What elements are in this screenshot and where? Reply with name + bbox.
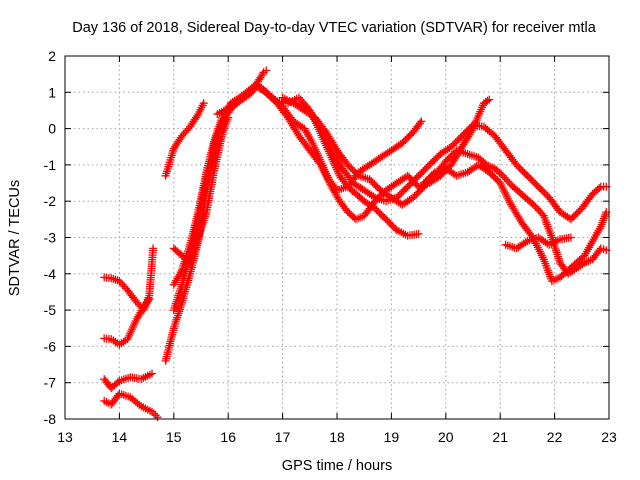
chart-title: Day 136 of 2018, Sidereal Day-to-day VTE… xyxy=(72,20,596,36)
plus-markers xyxy=(100,389,162,422)
series-track-12 xyxy=(278,93,611,278)
series-track-8 xyxy=(169,66,271,315)
plus-markers xyxy=(420,160,611,286)
y-tick-label: -7 xyxy=(44,375,57,391)
x-tick-label: 21 xyxy=(492,429,508,445)
series-track-14 xyxy=(420,160,611,286)
y-tick-label: 2 xyxy=(48,48,56,64)
x-tick-label: 17 xyxy=(275,429,291,445)
x-axis-label: GPS time / hours xyxy=(282,458,392,474)
y-tick-label: -1 xyxy=(44,157,57,173)
x-tick-label: 16 xyxy=(220,429,236,445)
series-track-2 xyxy=(100,295,154,349)
y-tick-label: -2 xyxy=(44,193,57,209)
x-tick-label: 14 xyxy=(112,429,128,445)
y-tick-label: 0 xyxy=(48,121,56,137)
x-tick-label: 20 xyxy=(438,429,454,445)
x-tick-label: 13 xyxy=(57,429,73,445)
y-tick-label: -6 xyxy=(44,338,57,354)
x-tick-label: 19 xyxy=(384,429,400,445)
axis-ticks: 13 14 15 16 17 18 19 20 21 22 23 -8 -7 -6 -5 -4 -3 -2 -1 0 1… xyxy=(44,48,617,445)
x-tick-label: 23 xyxy=(601,429,617,445)
plus-markers xyxy=(278,93,611,278)
y-tick-label: -4 xyxy=(44,266,57,282)
y-tick-label: -3 xyxy=(44,230,57,246)
plus-markers xyxy=(100,295,154,349)
x-tick-label: 18 xyxy=(329,429,345,445)
data-markers xyxy=(100,66,611,422)
series-track-15 xyxy=(501,233,575,253)
series-track-4 xyxy=(100,389,162,422)
plus-markers xyxy=(161,99,208,180)
y-tick-label: -5 xyxy=(44,302,57,318)
series-track-5 xyxy=(161,99,208,180)
series-track-13 xyxy=(294,99,611,224)
plus-markers xyxy=(169,66,271,315)
y-tick-label: -8 xyxy=(44,411,57,427)
plus-markers xyxy=(294,99,611,224)
plus-markers xyxy=(501,233,575,253)
y-axis-label: SDTVAR / TECUs xyxy=(7,180,23,296)
plus-markers xyxy=(100,369,156,393)
x-tick-label: 15 xyxy=(166,429,182,445)
x-tick-label: 22 xyxy=(547,429,563,445)
series-track-3 xyxy=(100,369,156,393)
y-tick-label: 1 xyxy=(48,84,56,100)
